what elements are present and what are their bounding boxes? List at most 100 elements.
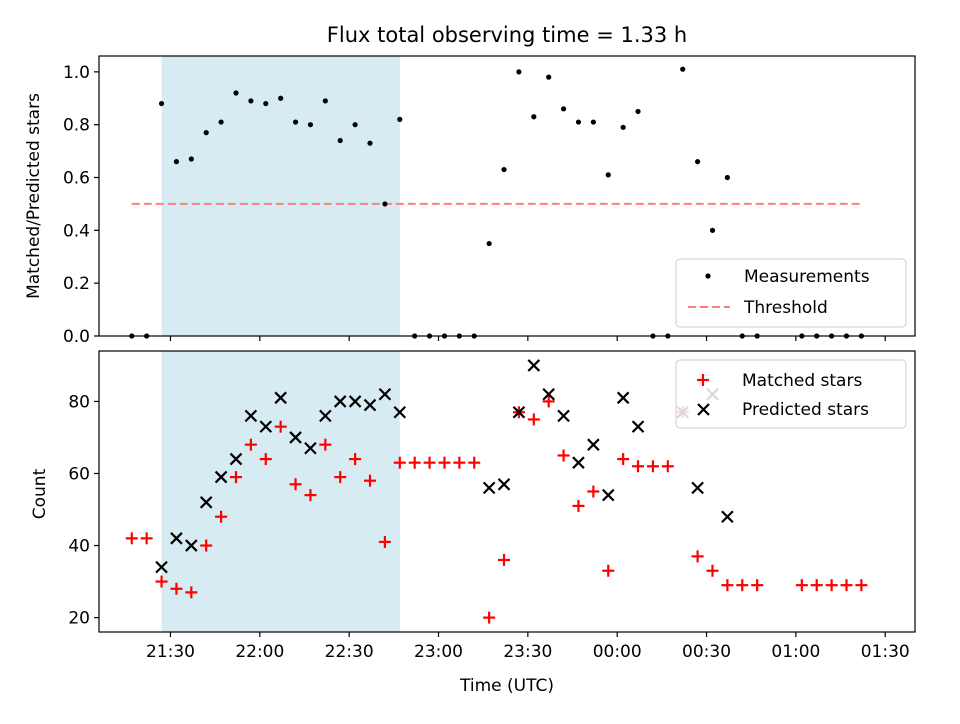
legend-label-predicted: Predicted stars <box>742 400 869 420</box>
data-point <box>501 166 507 173</box>
data-point <box>706 564 719 577</box>
data-point <box>333 395 347 408</box>
data-point <box>244 438 257 451</box>
data-point <box>408 456 421 469</box>
data-point <box>140 532 153 545</box>
top-panel: 0.0 0.2 0.4 0.6 0.8 1.0 Measurements Threshold <box>63 55 916 347</box>
data-point <box>557 409 570 423</box>
data-point <box>468 456 481 469</box>
data-point <box>721 510 734 523</box>
data-point <box>691 481 704 495</box>
data-point <box>214 470 228 484</box>
data-point <box>364 474 377 487</box>
data-point <box>646 460 659 473</box>
data-point <box>319 438 332 451</box>
data-point <box>274 420 287 433</box>
data-point <box>319 409 332 423</box>
data-point <box>516 69 522 75</box>
data-point <box>542 395 555 408</box>
data-point <box>855 579 868 592</box>
data-point <box>694 159 701 165</box>
data-point <box>337 137 343 144</box>
data-point <box>736 579 749 592</box>
data-point <box>620 124 626 130</box>
data-point <box>590 119 596 125</box>
legend-label-threshold: Threshold <box>743 298 828 318</box>
data-point <box>498 553 511 566</box>
data-point <box>292 119 299 125</box>
data-point <box>810 579 823 592</box>
data-point <box>497 478 511 491</box>
data-point <box>512 405 526 419</box>
legend-label-measurements: Measurements <box>744 267 870 287</box>
data-point <box>259 453 272 466</box>
data-point <box>724 174 730 181</box>
data-point <box>155 575 168 588</box>
data-point <box>322 98 328 104</box>
data-point <box>527 413 540 426</box>
data-point <box>200 539 213 552</box>
data-point <box>423 456 436 469</box>
x-tick-label: 22:30 <box>325 642 374 662</box>
bottom-legend: Matched stars Predicted stars <box>675 359 907 429</box>
data-point <box>352 122 358 128</box>
x-tick-label: 00:30 <box>682 642 731 662</box>
data-point <box>185 586 198 599</box>
data-point <box>173 159 180 165</box>
data-point <box>382 201 388 207</box>
y-tick-label: 0.2 <box>63 274 90 294</box>
data-point <box>248 98 254 104</box>
bottom-xlabel: Time (UTC) <box>459 676 554 696</box>
data-point <box>751 579 764 592</box>
data-point <box>155 560 168 574</box>
data-point <box>616 391 630 405</box>
data-point <box>557 449 570 462</box>
data-point <box>560 106 567 112</box>
data-point <box>334 471 347 484</box>
y-tick-label: 60 <box>68 464 90 484</box>
data-point <box>587 485 600 498</box>
data-point <box>158 100 165 107</box>
data-point <box>244 409 258 423</box>
x-tick-label: 22:00 <box>235 642 284 662</box>
legend-box <box>675 258 907 328</box>
data-point <box>278 95 284 101</box>
data-point <box>486 240 492 247</box>
y-tick-label: 40 <box>68 537 90 557</box>
shaded-span <box>161 351 400 632</box>
data-point <box>393 405 407 419</box>
top-legend: Measurements Threshold <box>675 258 907 328</box>
data-point <box>363 398 377 412</box>
data-point <box>263 100 269 107</box>
data-point <box>572 499 585 512</box>
data-point <box>635 108 641 115</box>
data-point <box>274 391 287 405</box>
data-point <box>840 579 853 592</box>
data-point <box>527 359 541 372</box>
data-point <box>617 453 630 466</box>
legend-marker-matched <box>697 374 709 386</box>
top-ylabel: Matched/Predicted stars <box>24 93 44 299</box>
data-point <box>289 431 302 444</box>
data-point <box>601 488 615 502</box>
y-tick-label: 0.4 <box>63 221 90 241</box>
data-point <box>215 510 228 523</box>
x-tick-label: 01:30 <box>861 642 910 662</box>
legend-marker-measurements <box>705 273 711 279</box>
legend-label-matched: Matched stars <box>742 371 862 391</box>
data-point <box>632 460 645 473</box>
data-point <box>233 90 239 96</box>
axes-frame <box>98 55 916 337</box>
data-point <box>229 471 242 484</box>
x-tick-label: 01:00 <box>771 642 820 662</box>
top-title: Flux total observing time = 1.33 h <box>327 23 687 47</box>
x-tick-label: 00:00 <box>593 642 642 662</box>
data-point <box>691 550 704 563</box>
x-tick-label: 21:30 <box>146 642 195 662</box>
data-point <box>531 114 537 120</box>
data-point <box>605 172 611 178</box>
data-point <box>602 564 615 577</box>
data-point <box>289 478 302 491</box>
data-point <box>185 539 198 552</box>
